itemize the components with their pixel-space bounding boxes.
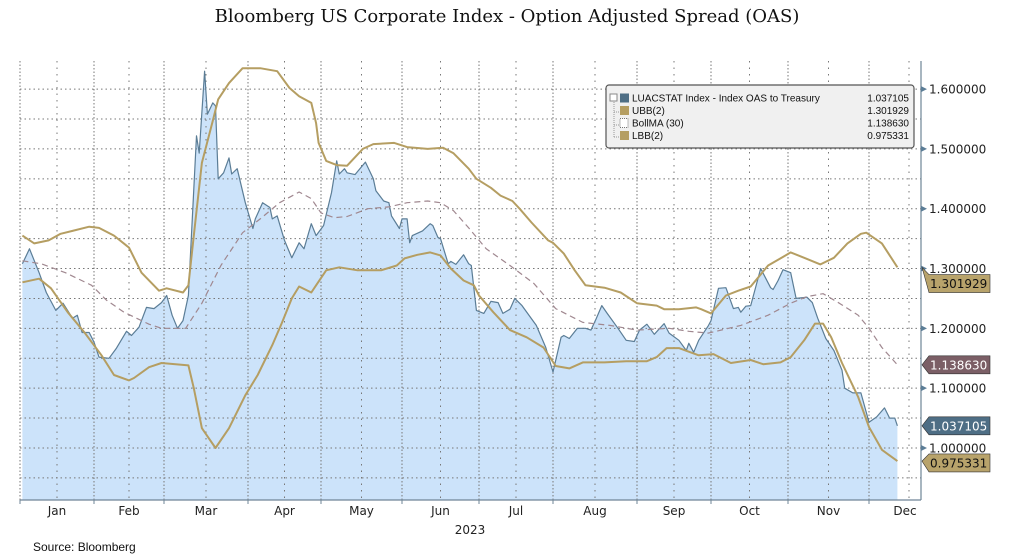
x-month-label: Jun <box>430 504 450 518</box>
y-tick-marker <box>921 205 927 212</box>
y-tick-marker <box>921 385 927 392</box>
y-tick-marker <box>921 145 927 152</box>
x-month-label: Dec <box>893 504 916 518</box>
y-tick-marker <box>921 86 927 93</box>
legend-value-lbb: 0.975331 <box>867 131 909 142</box>
tag-shape <box>921 267 991 293</box>
tag-shape <box>921 416 991 436</box>
collapse-icon <box>609 93 618 102</box>
x-month-label: May <box>349 504 374 518</box>
x-month-label: Jul <box>508 504 523 518</box>
x-month-label: Mar <box>195 504 218 518</box>
tag-value: 0.975331 <box>930 456 987 470</box>
last-value-tag-bollma: 1.138630 <box>921 355 991 375</box>
series-line-oas <box>21 70 898 426</box>
legend-label-oas: LUACSTAT Index - Index OAS to Treasury <box>632 94 820 105</box>
legend-swatch-ubb <box>620 106 629 115</box>
y-tick-label: 1.400000 <box>929 202 986 216</box>
x-month-label: Aug <box>583 504 606 518</box>
y-tick-label: 1.600000 <box>929 83 986 97</box>
legend-swatch-lbb <box>620 131 629 140</box>
legend-label-lbb: LBB(2) <box>632 131 663 142</box>
oas-area-fill <box>22 71 898 500</box>
y-tick-marker <box>921 325 927 332</box>
legend-value-bollma: 1.138630 <box>867 119 909 130</box>
legend-label-ubb: UBB(2) <box>632 106 665 117</box>
y-tick-label: 1.000000 <box>929 441 986 455</box>
source-note: Source: Bloomberg <box>33 540 136 554</box>
legend-box <box>605 84 915 149</box>
tag-shape <box>921 453 991 473</box>
series-line-ubb <box>21 67 899 315</box>
y-tick-label: 1.200000 <box>929 322 986 336</box>
legend-tree-lines <box>613 98 619 138</box>
tag-value: 1.138630 <box>930 358 987 372</box>
tag-shape <box>921 355 991 375</box>
legend: LUACSTAT Index - Index OAS to Treasury 1.… <box>605 84 915 149</box>
x-month-label: Feb <box>118 504 139 518</box>
x-month-label: Oct <box>739 504 760 518</box>
legend-swatch-bollma <box>619 118 629 128</box>
y-tick-label: 1.300000 <box>929 262 986 276</box>
last-value-tag-lbb: 0.975331 <box>921 453 991 473</box>
gridlines <box>19 61 921 500</box>
last-value-tag-ubb: 1.301929 <box>921 267 991 293</box>
y-tick-label: 1.100000 <box>929 382 986 396</box>
x-month-label: Jan <box>47 504 67 518</box>
x-month-label: Sep <box>663 504 686 518</box>
y-tick-label: 1.500000 <box>929 142 986 156</box>
last-value-tag-oas: 1.037105 <box>921 416 991 436</box>
x-month-label: Nov <box>817 504 840 518</box>
x-month-label: Apr <box>274 504 295 518</box>
legend-value-ubb: 1.301929 <box>867 106 909 117</box>
legend-label-bollma: BollMA (30) <box>632 119 684 130</box>
legend-swatch-oas <box>620 93 629 103</box>
tag-value: 1.037105 <box>930 419 987 433</box>
chart-title: Bloomberg US Corporate Index - Option Ad… <box>214 6 800 27</box>
legend-value-oas: 1.037105 <box>867 94 909 105</box>
y-tick-marker <box>921 444 927 451</box>
series-line-lbb <box>22 251 898 462</box>
tag-value: 1.301929 <box>930 277 987 291</box>
x-year-label: 2023 <box>455 523 486 537</box>
